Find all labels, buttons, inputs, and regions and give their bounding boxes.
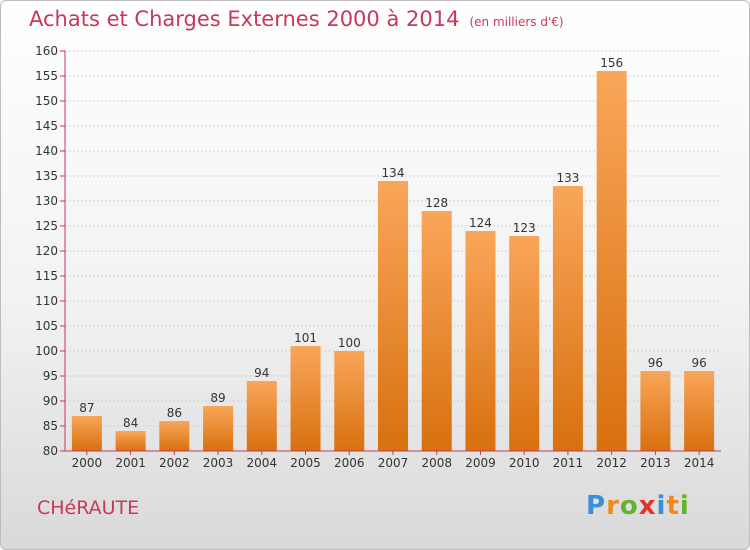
bars — [71, 71, 715, 451]
bar-2010 — [509, 236, 540, 451]
x-tick-label-2000: 2000 — [72, 456, 103, 470]
data-label-2003: 89 — [210, 391, 225, 405]
x-tick-label-2006: 2006 — [334, 456, 365, 470]
y-tick-label: 145 — [35, 119, 58, 133]
bar-2007 — [378, 181, 408, 451]
axes — [60, 50, 721, 455]
data-label-2009: 124 — [469, 216, 492, 230]
y-tick-label: 105 — [35, 319, 58, 333]
logo-letter: x — [638, 491, 657, 521]
labels: 80 85 90 95 100 105 110 115 120 125 130 135 140 145 15… — [35, 44, 714, 470]
logo-letter: t — [666, 491, 680, 521]
x-tick-label-2003: 2003 — [203, 456, 234, 470]
y-tick-label: 130 — [35, 194, 58, 208]
x-tick-label-2001: 2001 — [115, 456, 146, 470]
y-tick-label: 140 — [35, 144, 58, 158]
y-tick-label: 115 — [35, 269, 58, 283]
bar-2012 — [596, 71, 627, 451]
y-tick-label: 120 — [35, 244, 58, 258]
data-label-2005: 101 — [294, 331, 317, 345]
x-tick-label-2014: 2014 — [684, 456, 715, 470]
title-text: Achats et Charges Externes 2000 à 2014 — [29, 7, 460, 31]
data-label-2007: 134 — [382, 166, 405, 180]
bar-2013 — [640, 371, 671, 451]
data-label-2013: 96 — [648, 356, 663, 370]
y-tick-label: 85 — [43, 419, 58, 433]
x-tick-label-2010: 2010 — [509, 456, 540, 470]
x-tick-label-2007: 2007 — [378, 456, 409, 470]
x-tick-label-2013: 2013 — [640, 456, 671, 470]
y-tick-label: 80 — [43, 444, 58, 458]
bar-2003 — [203, 406, 234, 451]
y-tick-label: 155 — [35, 69, 58, 83]
data-label-2004: 94 — [254, 366, 269, 380]
y-tick-label: 125 — [35, 219, 58, 233]
y-tick-label: 160 — [35, 44, 58, 58]
logo-letter: i — [679, 491, 690, 521]
commune-name: CHéRAUTE — [37, 497, 140, 519]
bar-2004 — [246, 381, 277, 451]
bar-2001 — [115, 431, 146, 451]
data-label-2014: 96 — [691, 356, 706, 370]
y-tick-label: 110 — [35, 294, 58, 308]
y-tick-label: 100 — [35, 344, 58, 358]
data-label-2012: 156 — [600, 56, 623, 70]
y-tick-label: 95 — [43, 369, 58, 383]
chart-title: Achats et Charges Externes 2000 à 2014 (e… — [29, 7, 564, 31]
bar-2009 — [465, 231, 496, 451]
data-label-2011: 133 — [556, 171, 579, 185]
x-tick-label-2012: 2012 — [596, 456, 627, 470]
y-tick-label: 135 — [35, 169, 58, 183]
x-tick-label-2008: 2008 — [421, 456, 452, 470]
bar-2000 — [71, 416, 102, 451]
bar-2008 — [421, 211, 452, 451]
bar-2005 — [290, 346, 321, 451]
logo-letter: r — [606, 491, 620, 521]
x-tick-label-2009: 2009 — [465, 456, 496, 470]
y-tick-label: 90 — [43, 394, 58, 408]
data-label-2002: 86 — [167, 406, 182, 420]
x-tick-label-2002: 2002 — [159, 456, 190, 470]
bar-2011 — [552, 186, 583, 451]
title-unit: (en milliers d'€) — [469, 15, 564, 29]
logo-letter: P — [586, 491, 607, 521]
bar-2002 — [159, 421, 190, 451]
y-tick-label: 150 — [35, 94, 58, 108]
data-label-2000: 87 — [79, 401, 94, 415]
x-tick-label-2004: 2004 — [247, 456, 278, 470]
bar-2006 — [334, 351, 365, 451]
logo-letter: i — [656, 491, 667, 521]
data-label-2006: 100 — [338, 336, 361, 350]
proxiti-logo: Proxiti — [586, 491, 690, 521]
data-label-2008: 128 — [425, 196, 448, 210]
x-tick-label-2011: 2011 — [553, 456, 584, 470]
data-label-2001: 84 — [123, 416, 138, 430]
x-tick-label-2005: 2005 — [290, 456, 321, 470]
bar-2014 — [684, 371, 715, 451]
data-label-2010: 123 — [513, 221, 536, 235]
logo-letter: o — [619, 491, 639, 521]
